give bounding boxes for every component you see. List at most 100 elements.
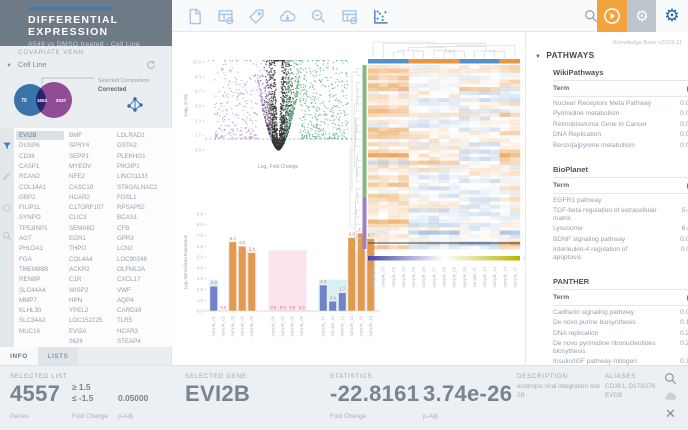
gene-list-item[interactable]: GPR3 [117, 235, 134, 242]
table-history-icon[interactable] [217, 8, 234, 25]
gene-list-item[interactable]: ST6GALNAC2 [117, 183, 158, 191]
gene-list-item[interactable]: OLFML2A [117, 265, 146, 273]
gene-list-item[interactable]: SYNPO [19, 214, 41, 222]
cloud-download-icon[interactable] [279, 8, 296, 25]
circle-icon[interactable] [2, 200, 12, 212]
gene-list-item[interactable]: GSTA2 [117, 142, 137, 150]
run-button[interactable] [597, 0, 627, 32]
gene-list-item[interactable]: CASC19 [69, 183, 94, 191]
gene-list-item[interactable]: STEAP4 [117, 338, 141, 345]
gene-list-item[interactable]: FGA [19, 255, 32, 263]
volcano-plot[interactable]: 0.0 1.7 3.3 5.0 6.7 8.3 10.0 Log₂ Fold Change -L… [180, 38, 365, 200]
scatter-plot-icon[interactable] [372, 8, 389, 25]
gene-list-item[interactable]: WISP2 [69, 286, 89, 294]
padj-filter[interactable]: 0.05000 [118, 393, 149, 403]
gene-list-item[interactable]: EGR1 [69, 235, 86, 242]
covariate-venn[interactable]: 70 1653 2937 Selected Comparison Corrected [14, 74, 164, 126]
gene-list-item[interactable]: CD36 [19, 152, 35, 160]
gene-list-item[interactable]: THPO [69, 245, 87, 253]
gene-list-item[interactable]: EVI2A [69, 327, 87, 335]
expression-bar-chart[interactable]: 0.0 1.0 2.0 3.0 4.0 5.0 6.0 7.0 8.0 9.0 2.3 sample_… [180, 200, 385, 365]
gene-list-item[interactable]: HCAR2 [69, 193, 90, 201]
gene-list-item[interactable]: RPSAP52 [117, 204, 145, 212]
gene-list-item[interactable]: C17ORF107 [69, 204, 104, 212]
pathway-row[interactable]: Insulin/IGF pathway-mitogen activated pr… [553, 358, 688, 365]
fold-change-ge-filter[interactable]: ≥ 1.5 [72, 382, 91, 392]
gene-list-item[interactable]: DUSP6 [19, 142, 40, 150]
magnify-icon[interactable] [2, 228, 12, 241]
gene-list-item[interactable]: LINC01133 [117, 173, 148, 181]
edit-icon[interactable] [2, 168, 12, 180]
footer-search-icon[interactable] [664, 372, 677, 385]
gene-list-item[interactable]: BMF [69, 132, 83, 139]
covariate-row[interactable]: ▼ Cell Line [6, 60, 166, 72]
gene-list-item[interactable]: HPN [69, 296, 83, 304]
tag-icon[interactable] [248, 8, 265, 25]
gene-list-item[interactable]: YPEL2 [69, 307, 89, 315]
gene-list-item[interactable]: PIK3IP1 [117, 162, 140, 170]
gene-list-item[interactable]: SLC34A2 [19, 317, 46, 325]
gene-list-item[interactable]: VWF [117, 286, 131, 294]
gene-list-item[interactable]: CXCL17 [117, 276, 141, 284]
gene-list-item[interactable]: 0626 [69, 338, 83, 345]
gene-list-item[interactable]: COL14A1 [19, 183, 47, 191]
gene-list-item[interactable]: TLR5 [117, 317, 133, 325]
gene-list-item[interactable]: SEMA6D [69, 224, 95, 232]
tab-lists[interactable]: LISTS [38, 347, 78, 365]
expression-heatmap[interactable]: -7 7 sample_01 sample_02 sample_03 sample_04 s… [348, 36, 525, 328]
search-icon[interactable] [584, 9, 598, 23]
gene-list-item[interactable]: MMP7 [19, 296, 37, 304]
gene-list-item[interactable]: CLIC3 [69, 214, 87, 222]
refresh-icon[interactable] [146, 60, 156, 70]
gene-list-item[interactable]: MYEOV [69, 162, 92, 170]
table-clock-icon[interactable] [341, 8, 358, 25]
gene-list-item[interactable]: HCAR3 [117, 327, 138, 335]
gene-list-item[interactable]: CARD16 [117, 307, 142, 315]
tab-info[interactable]: INFO [0, 347, 38, 365]
gene-list-item[interactable]: MUC16 [19, 327, 40, 335]
gene-list-item[interactable]: AQP4 [117, 296, 134, 304]
gene-list-item[interactable]: COL4A4 [69, 255, 93, 263]
gene-list-item[interactable]: FILIP1L [19, 204, 41, 212]
gene-list-item[interactable]: CASP1 [19, 162, 40, 170]
gene-list-item[interactable]: GBP2 [19, 193, 36, 201]
gene-list-item[interactable]: PLEKHG1 [117, 152, 146, 160]
pathway-row[interactable]: TGF-beta regulation of extracellular mat… [553, 206, 688, 222]
gene-list-item[interactable]: LOC152225 [69, 317, 103, 325]
gene-list-item[interactable]: RCAN2 [19, 173, 40, 181]
zoom-out-icon[interactable] [310, 8, 327, 25]
filter-icon[interactable] [2, 138, 12, 149]
gene-list-item[interactable]: SPRY4 [69, 142, 90, 150]
gene-list-item[interactable]: LOC90246 [117, 255, 147, 263]
pathways-header[interactable]: ▼ PATHWAYS [535, 50, 595, 60]
footer-cloud-icon[interactable] [664, 390, 677, 403]
gene-list-item[interactable]: TMEM88B [19, 265, 49, 273]
close-icon[interactable]: ✕ [665, 406, 676, 421]
gene-list-item[interactable]: SEPP1 [69, 152, 89, 160]
settings-button[interactable]: ⚙ [627, 0, 657, 32]
gene-list-item[interactable]: RENBP [19, 276, 41, 284]
gene-list-item[interactable]: CFB [117, 224, 130, 232]
gene-list-item[interactable]: SLC44A4 [19, 286, 46, 294]
app-settings-gear-icon[interactable]: ⚙ [656, 0, 688, 32]
gene-list-item[interactable]: LDLRAD1 [117, 132, 145, 139]
gene-list-item[interactable]: FOSL1 [117, 193, 137, 201]
gene-list-item[interactable]: LCN2 [117, 245, 133, 253]
gene-list-item[interactable]: KLHL30 [19, 307, 42, 315]
file-icon[interactable] [186, 8, 203, 25]
gene-list-item[interactable]: PHLDA1 [19, 245, 44, 253]
gene-list-item[interactable]: NFE2 [69, 173, 85, 181]
gene-list-item[interactable]: BCAS1 [117, 214, 138, 222]
pathway-row[interactable]: De novo pyrimidine ribonucleotides biosy… [553, 340, 688, 355]
